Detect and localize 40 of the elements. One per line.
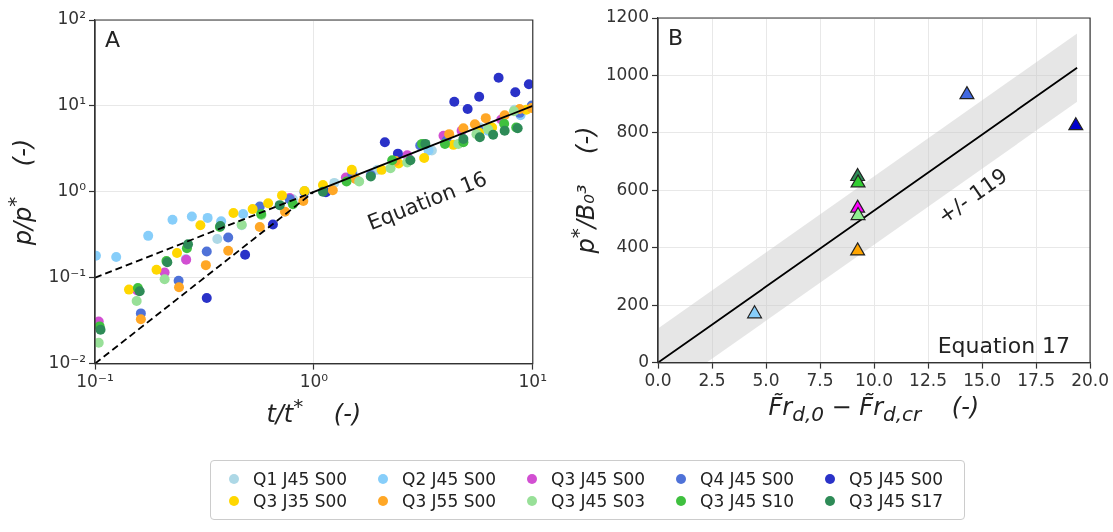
x-tick-label: 10⁰ <box>299 371 329 392</box>
legend-label: Q3 J45 S03 <box>551 491 646 511</box>
x-tick-label: 15.0 <box>963 370 1001 391</box>
legend-label: Q3 J55 S00 <box>402 491 497 511</box>
x-tick-label: 5.0 <box>752 370 780 391</box>
legend-label: Q3 J45 S10 <box>700 491 795 511</box>
legend-label: Q3 J35 S00 <box>253 491 348 511</box>
legend-label: Q2 J45 S00 <box>402 469 497 489</box>
y-tick-label: 10⁰ <box>57 180 87 201</box>
y-tick-label: 200 <box>616 293 649 314</box>
legend-label: Q5 J45 S00 <box>849 469 944 489</box>
legend-label: Q3 J45 S00 <box>551 469 646 489</box>
text: F̃r$_{d,0}$ − F̃r$_{d,cr}$ (-) <box>768 392 980 426</box>
x-tick-label: 20.0 <box>1071 370 1109 391</box>
y-tick-label: 800 <box>616 121 649 142</box>
y-tick-label: 10¹ <box>57 94 86 115</box>
x-tick-label: 0.0 <box>644 370 672 391</box>
annotation: B <box>668 24 684 50</box>
y-tick-label: 10² <box>57 8 86 29</box>
y-tick-label: 10⁻² <box>48 352 86 373</box>
x-tick-label: 10⁻¹ <box>76 371 114 392</box>
legend-label: Q3 J45 S17 <box>849 491 944 511</box>
x-tick-label: 10¹ <box>518 371 547 392</box>
x-tick-label: 17.5 <box>1017 370 1055 391</box>
x-tick-label: 2.5 <box>698 370 726 391</box>
x-tick-label: 12.5 <box>909 370 947 391</box>
annotation: A <box>105 26 121 52</box>
y-tick-label: 0 <box>638 351 649 372</box>
annotation: +/- 119 <box>933 163 1012 229</box>
text: t/t$^{*}$ (-) <box>266 393 362 428</box>
y-tick-label: 600 <box>616 178 649 199</box>
x-tick-label: 7.5 <box>806 370 834 391</box>
x-tick-label: 10.0 <box>855 370 893 391</box>
legend-label: Q1 J45 S00 <box>253 469 348 489</box>
y-tick-label: 10⁻¹ <box>48 266 86 287</box>
y-tick-label: 1000 <box>605 63 649 84</box>
annotation: Equation 17 <box>937 333 1071 359</box>
y-tick-label: 400 <box>616 236 649 257</box>
legend-label: Q4 J45 S00 <box>700 469 795 489</box>
y-tick-label: 1200 <box>605 6 649 27</box>
